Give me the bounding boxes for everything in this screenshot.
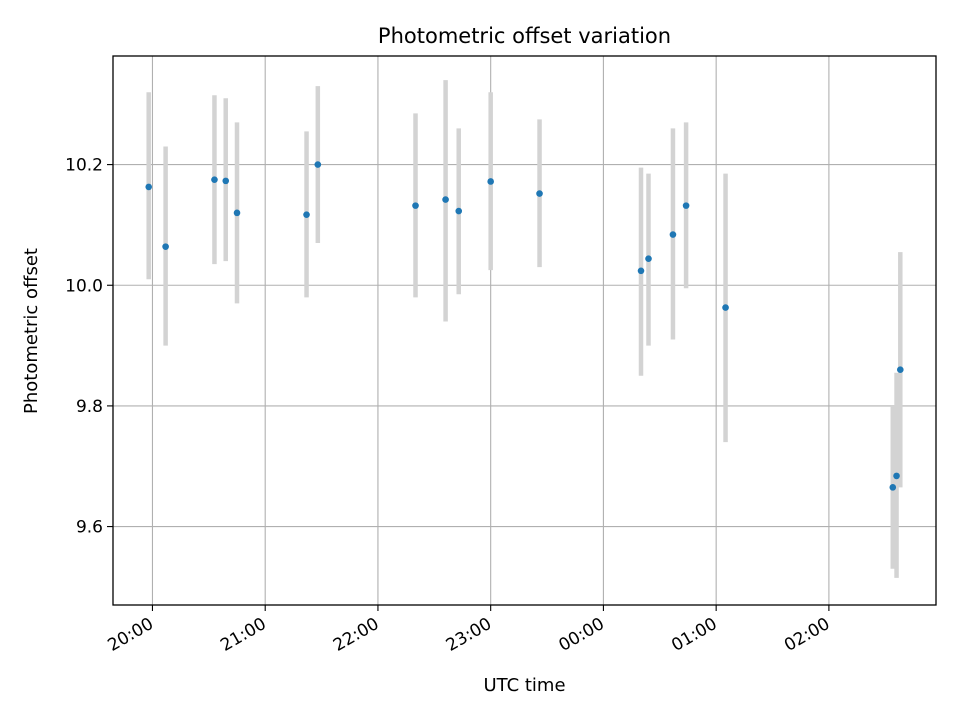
grid	[113, 56, 936, 605]
x-tick-label: 02:00	[781, 614, 833, 656]
data-point	[211, 176, 218, 183]
data-point	[442, 196, 449, 203]
x-tick-label: 00:00	[555, 614, 607, 656]
x-tick-label: 20:00	[105, 614, 157, 656]
data-point	[893, 472, 900, 480]
x-tick-label: 01:00	[668, 614, 720, 656]
y-tick-label: 9.6	[76, 518, 103, 538]
x-tick-label: 21:00	[217, 614, 269, 656]
data-point	[896, 366, 904, 374]
data-point	[637, 267, 645, 275]
y-axis-ticks: 9.6 9.8 10.0 10.2	[65, 156, 113, 538]
data-point	[889, 484, 897, 491]
y-axis-label: Photometric offset	[21, 248, 42, 414]
data-point	[314, 161, 322, 168]
plot-frame	[112, 55, 937, 606]
data-point	[487, 178, 494, 185]
data-point	[145, 183, 153, 191]
error-bars	[146, 80, 903, 578]
x-tick-label: 22:00	[330, 614, 382, 656]
data-point	[412, 202, 419, 209]
data-point	[645, 255, 652, 263]
data-point	[162, 243, 169, 250]
data-point	[233, 209, 241, 217]
data-point	[669, 231, 677, 238]
data-point	[682, 202, 690, 209]
x-axis-ticks: 20:00 21:00 22:00 23:00 00:00 01:00 02:00	[105, 605, 833, 656]
y-tick-label: 9.8	[76, 397, 103, 417]
y-tick-label: 10.2	[65, 156, 103, 176]
data-points	[145, 161, 904, 491]
data-point	[222, 177, 230, 185]
data-point	[303, 211, 310, 218]
chart-title: Photometric offset variation	[378, 24, 671, 48]
data-point	[722, 304, 729, 311]
x-tick-label: 23:00	[443, 614, 495, 656]
data-point	[536, 190, 543, 197]
x-axis-label: UTC time	[483, 675, 565, 696]
y-tick-label: 10.0	[65, 276, 103, 296]
data-point	[455, 207, 463, 215]
